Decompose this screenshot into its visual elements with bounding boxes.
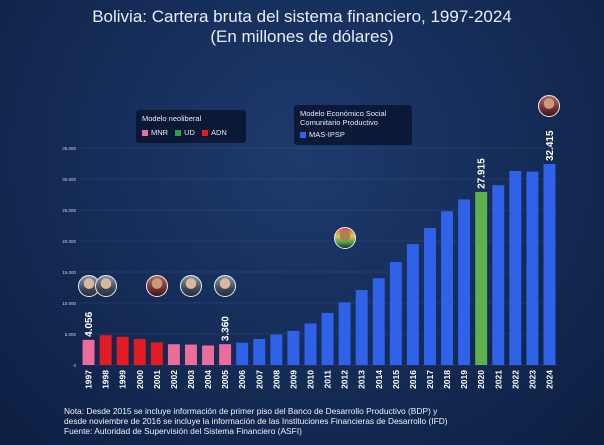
legend-social: Modelo Económico Social Comunitario Prod… (294, 105, 412, 145)
y-tick-label: 30.000 (62, 177, 76, 182)
chart-title: Bolivia: Cartera bruta del sistema finan… (92, 7, 512, 26)
portrait-2024 (538, 95, 561, 117)
x-tick-label: 2003 (186, 370, 196, 389)
y-tick-label: 25.000 (62, 208, 76, 213)
x-tick-label: 2021 (493, 370, 503, 389)
bar-2013 (355, 289, 368, 365)
x-tick-label: 2008 (271, 370, 281, 389)
footnotes: Nota: Desde 2015 se incluye información … (64, 406, 594, 436)
bar-2002 (167, 344, 180, 365)
legend-label-adn: ADN (210, 128, 227, 137)
x-tick-label: 2024 (544, 370, 554, 389)
x-tick-label: 2015 (391, 370, 401, 389)
bar-2010 (304, 323, 317, 365)
y-tick-label: 0 (73, 363, 76, 368)
x-tick-label: 2005 (220, 370, 230, 389)
bar-2001 (150, 342, 163, 365)
data-label-2020: 27.915 (477, 158, 488, 189)
chart-subtitle: (En millones de dólares) (210, 27, 394, 46)
x-tick-label: 2002 (169, 370, 179, 389)
legend-swatch-ud (175, 129, 182, 136)
bar-2008 (270, 334, 283, 365)
x-tick-label: 2004 (203, 370, 213, 389)
bar-2009 (287, 330, 300, 365)
x-tick-label: 2020 (476, 370, 486, 389)
bar-2003 (184, 344, 197, 365)
bar-2022 (509, 170, 522, 365)
x-tick-label: 2012 (340, 370, 350, 389)
bar-1997 (82, 339, 95, 365)
y-tick-label: 20.000 (62, 239, 76, 244)
bar-2017 (423, 227, 436, 365)
bar-2011 (321, 312, 334, 365)
bar-2015 (389, 262, 402, 365)
x-tick-label: 2022 (510, 370, 520, 389)
legend-swatch-adn (201, 129, 208, 136)
bar-2007 (253, 338, 266, 365)
data-label-2024: 32.415 (545, 130, 556, 161)
source-line: Fuente: Autoridad de Supervisión del Sis… (64, 426, 302, 436)
x-tick-label: 2023 (527, 370, 537, 389)
bar-1999 (116, 336, 129, 365)
bar-2016 (406, 244, 419, 365)
x-tick-label: 2014 (374, 370, 384, 389)
x-tick-label: 2013 (357, 370, 367, 389)
bar-2019 (458, 199, 471, 365)
data-label-1997: 4.056 (84, 311, 95, 336)
x-tick-label: 2018 (442, 370, 452, 389)
y-tick-label: 5.000 (65, 332, 77, 337)
bar-1998 (99, 335, 112, 365)
note-line-1: Nota: Desde 2015 se incluye información … (64, 406, 438, 416)
note-line-2: desde noviembre de 2016 se incluye la in… (64, 416, 448, 426)
bar-2006 (236, 342, 249, 365)
x-tick-label: 1998 (101, 370, 111, 389)
x-tick-label: 2019 (459, 370, 469, 389)
portrait-1998 (94, 275, 117, 297)
portrait-2012 (333, 227, 356, 249)
legend-social-title-2: Comunitario Productivo (300, 118, 378, 127)
legend-label-mas-ipsp: MAS-IPSP (309, 130, 345, 139)
bar-2021 (492, 185, 505, 365)
legend-neoliberal-title: Modelo neoliberal (142, 114, 202, 123)
legend-swatch-mnr (142, 129, 148, 136)
data-label-2005: 3.360 (221, 316, 232, 341)
legend-label-ud: UD (184, 128, 195, 137)
x-tick-label: 1999 (118, 370, 128, 389)
bar-2020 (475, 191, 488, 365)
x-tick-label: 1997 (84, 370, 94, 389)
bar-2004 (202, 345, 215, 365)
bar-2005 (219, 344, 232, 365)
y-tick-label: 35.000 (62, 146, 76, 151)
x-tick-label: 2016 (408, 370, 418, 389)
y-tick-label: 10.000 (62, 301, 76, 306)
portrait-2003 (179, 275, 202, 297)
legend-social-title-1: Modelo Económico Social (300, 109, 387, 118)
legend-neoliberal: Modelo neoliberal MNR UD ADN (136, 110, 246, 143)
bar-2024 (543, 164, 556, 365)
x-tick-label: 2000 (135, 370, 145, 389)
legend-swatch-mas-ipsp (300, 131, 306, 138)
x-tick-label: 2006 (237, 370, 247, 389)
x-tick-label: 2009 (288, 370, 298, 389)
bar-2000 (133, 338, 146, 365)
portrait-2001 (145, 275, 168, 297)
bar-2023 (526, 171, 539, 365)
bar-2012 (338, 302, 351, 365)
x-tick-label: 2017 (425, 370, 435, 389)
bar-2014 (372, 278, 385, 365)
legend-label-mnr: MNR (151, 128, 169, 137)
x-tick-label: 2011 (323, 370, 333, 389)
y-tick-label: 15.000 (62, 270, 76, 275)
portrait-2005 (214, 275, 237, 297)
bar-2018 (441, 211, 454, 365)
x-tick-label: 2010 (305, 370, 315, 389)
x-tick-label: 2001 (152, 370, 162, 389)
x-tick-label: 2007 (254, 370, 264, 389)
